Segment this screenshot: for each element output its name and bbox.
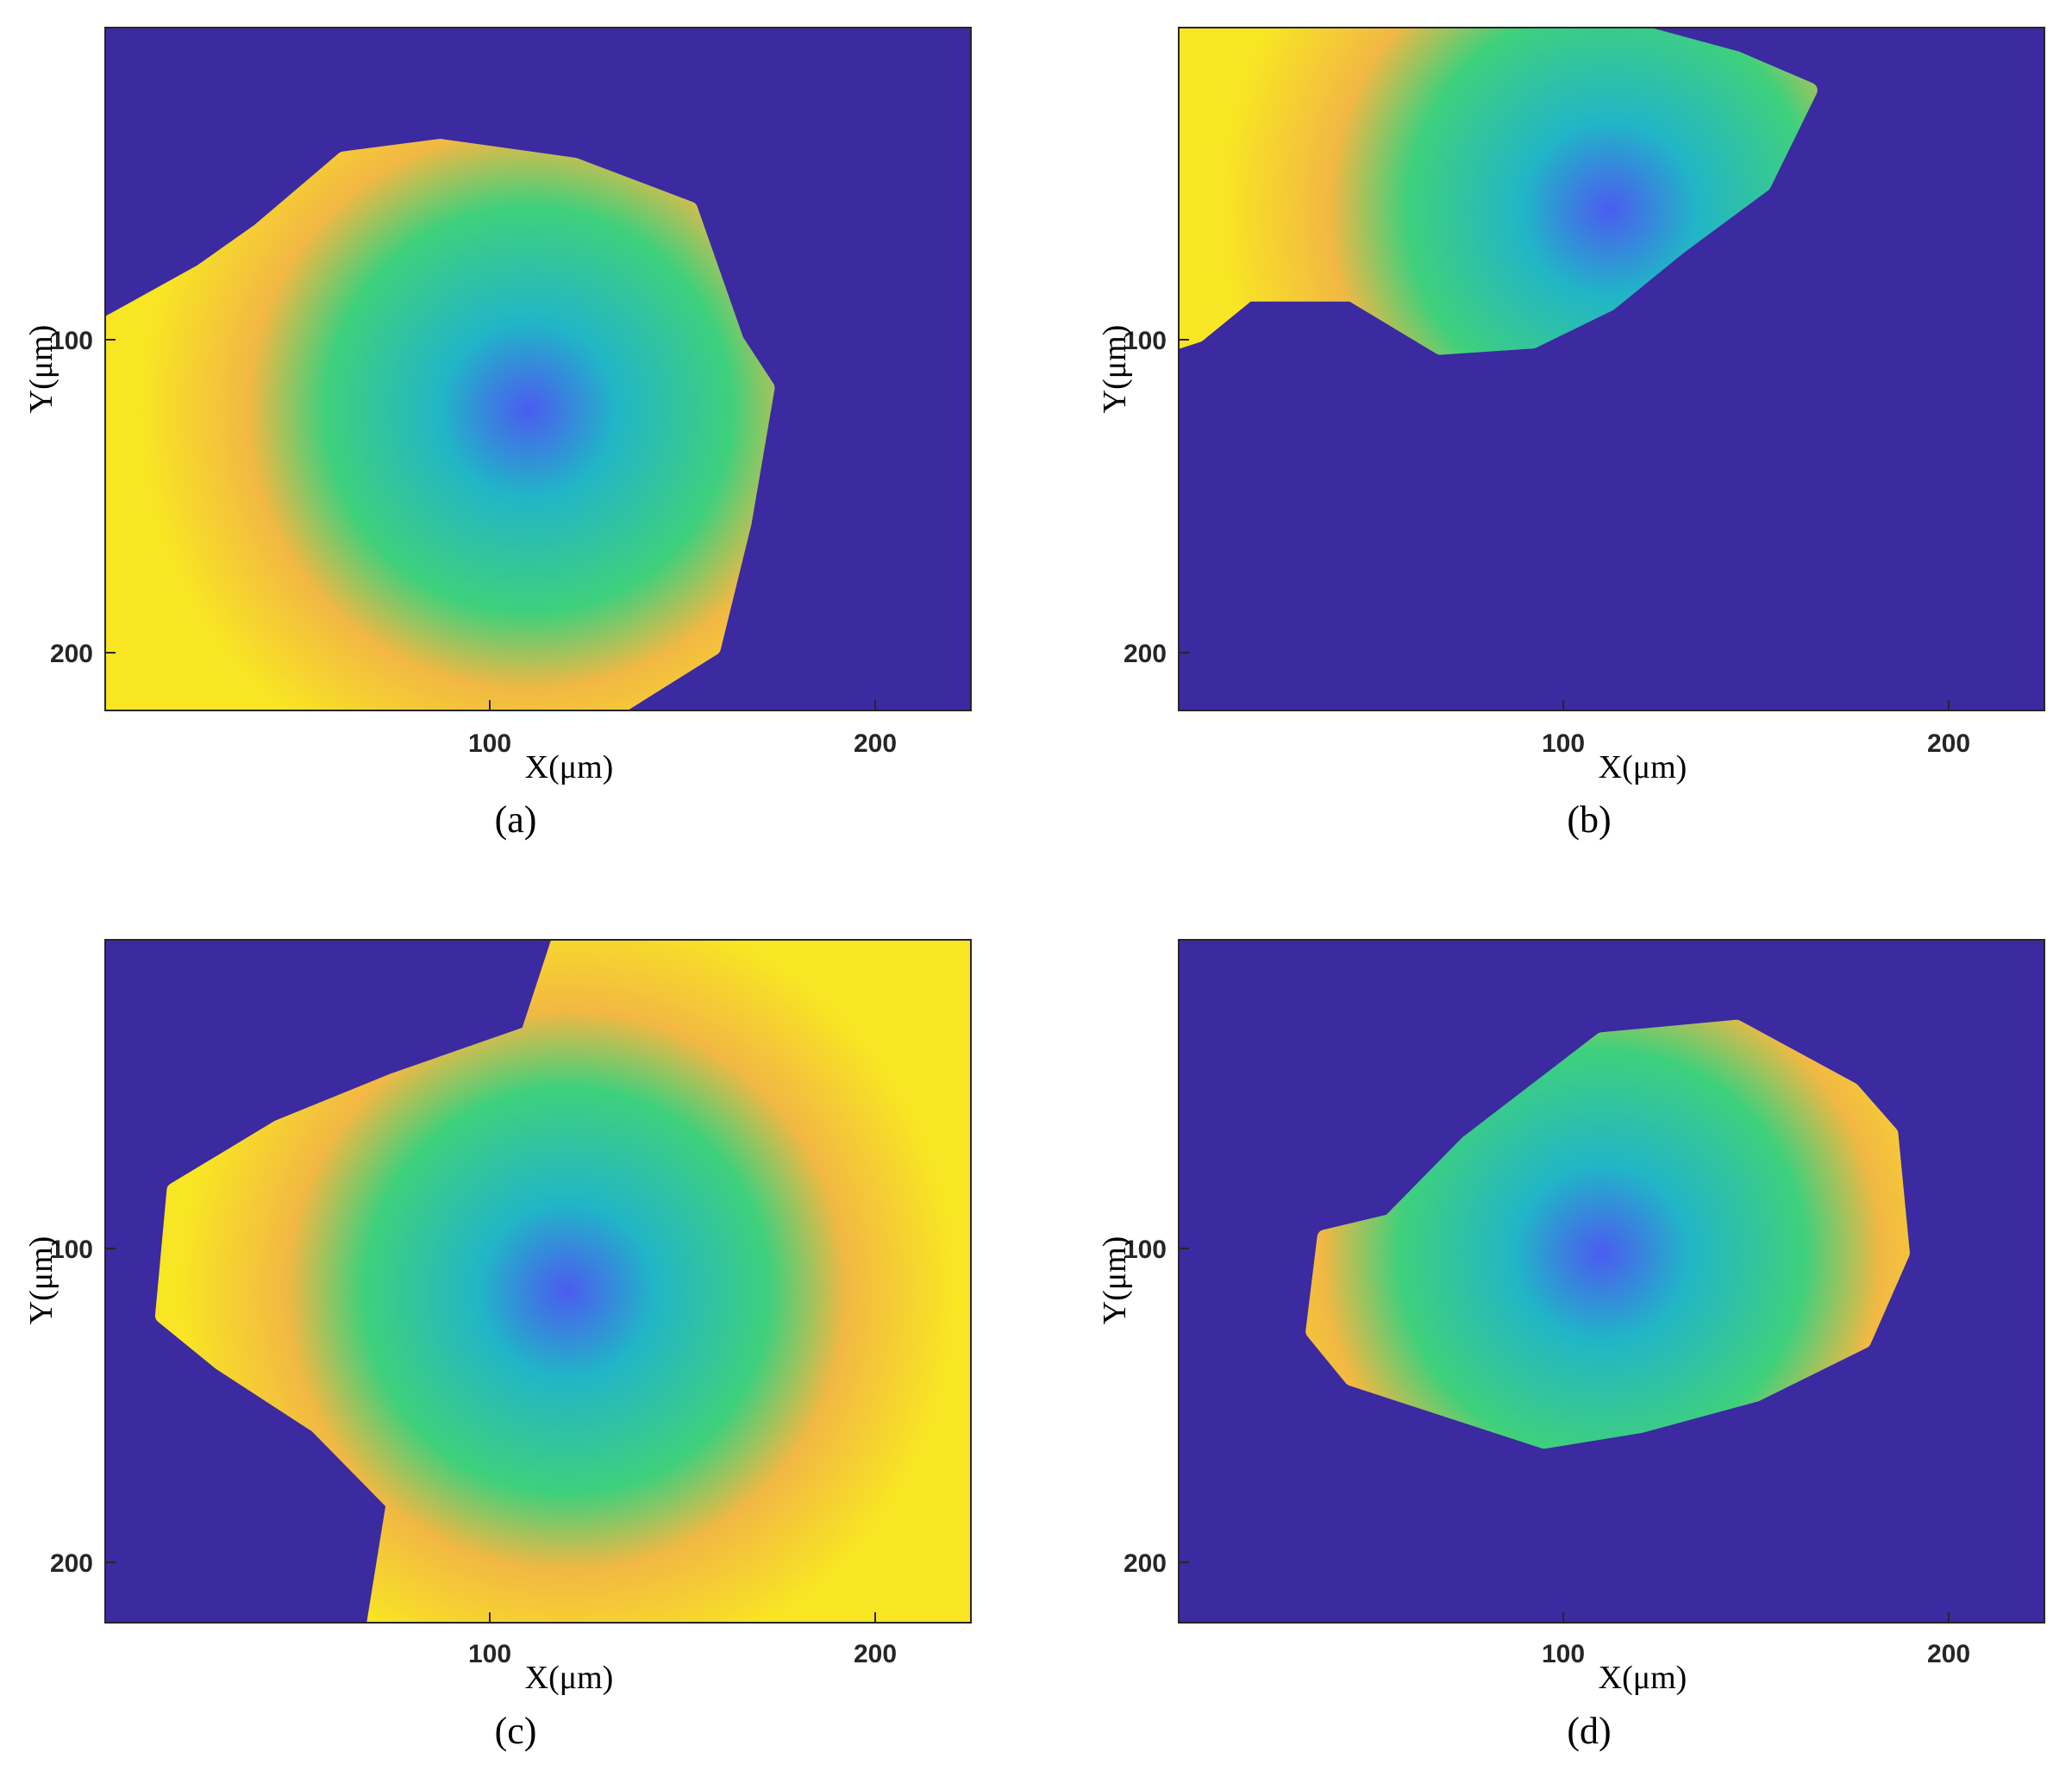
- panel-caption-b: (b): [1567, 798, 1611, 841]
- surface-region-a: [105, 139, 775, 710]
- y-tick-label-a-200: 200: [50, 640, 93, 668]
- y-axis-label-a: Y(μm): [23, 325, 59, 414]
- panel-d: 100 200 100 200 X(μm) Y(μm) (d): [1097, 939, 2045, 1752]
- y-tick-label-b-100: 100: [1124, 327, 1167, 355]
- x-axis-label-d: X(μm): [1599, 1660, 1687, 1696]
- surface-region-d: [1305, 1019, 1910, 1449]
- x-tick-label-d-100: 100: [1542, 1640, 1585, 1668]
- x-axis-label-a: X(μm): [525, 749, 614, 785]
- heatmap-field-d: [1305, 1019, 1910, 1449]
- y-tick-label-d-200: 200: [1124, 1549, 1167, 1578]
- panel-caption-a: (a): [495, 798, 537, 841]
- x-tick-label-c-100: 100: [468, 1640, 511, 1668]
- plot-frame-b: [1178, 27, 2045, 711]
- y-axis-label-b: Y(μm): [1097, 325, 1133, 414]
- surface-region-b: [1179, 28, 1818, 355]
- plot-frame-d: [1178, 939, 2045, 1624]
- heatmap-field-b: [1179, 28, 1818, 355]
- panel-caption-c: (c): [495, 1710, 537, 1752]
- y-axis-label-c: Y(μm): [23, 1236, 59, 1325]
- surface-region-c: [154, 940, 971, 1623]
- panel-a: 100 200 100 200 X(μm) Y(μm) (a): [23, 27, 972, 841]
- x-axis-label-c: X(μm): [525, 1660, 614, 1696]
- y-tick-label-d-100: 100: [1124, 1236, 1167, 1264]
- x-axis-label-b: X(μm): [1599, 749, 1687, 785]
- heatmap-field-a: [105, 139, 775, 710]
- x-tick-label-b-100: 100: [1542, 729, 1585, 758]
- panel-b: 100 200 100 200 X(μm) Y(μm) (b): [1097, 27, 2045, 841]
- x-tick-label-b-200: 200: [1927, 729, 1970, 758]
- panel-caption-d: (d): [1567, 1710, 1611, 1752]
- y-axis-label-d: Y(μm): [1097, 1236, 1133, 1325]
- y-tick-label-a-100: 100: [50, 327, 93, 355]
- plot-frame-a: [104, 27, 972, 711]
- x-tick-label-a-200: 200: [854, 729, 897, 758]
- x-tick-label-a-100: 100: [468, 729, 511, 758]
- plot-frame-c: [104, 939, 972, 1624]
- y-tick-label-b-200: 200: [1124, 640, 1167, 668]
- y-tick-label-c-100: 100: [50, 1236, 93, 1264]
- x-tick-label-c-200: 200: [854, 1640, 897, 1668]
- panel-c: 100 200 100 200 X(μm) Y(μm) (c): [23, 939, 972, 1752]
- heatmap-field-c: [154, 940, 971, 1623]
- y-tick-label-c-200: 200: [50, 1549, 93, 1578]
- x-tick-label-d-200: 200: [1927, 1640, 1970, 1668]
